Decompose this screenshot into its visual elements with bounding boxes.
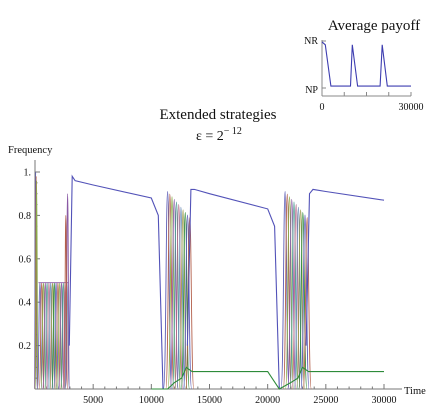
series-line-1 — [186, 188, 280, 390]
bundle-curve-34 — [282, 193, 292, 390]
subtitle-exponent: − 12 — [224, 126, 242, 137]
y-tick-label-3: 0.8 — [19, 211, 32, 222]
bundle-curve-42 — [300, 214, 310, 390]
bundle-curve-2 — [34, 180, 39, 390]
y-tick-label-0: 0.2 — [19, 341, 32, 352]
x-tick-label-20000: 20000 — [255, 395, 280, 406]
inset-ytick-nr: NR — [304, 36, 318, 47]
x-tick-label-30000: 30000 — [372, 395, 397, 406]
inset-title: Average payoff — [328, 18, 420, 34]
subtitle-base: ε = 2 — [196, 129, 224, 144]
x-tick-label-25000: 25000 — [313, 395, 338, 406]
inset-series — [321, 41, 411, 87]
bundle-curve-40 — [296, 209, 306, 390]
x-tick-label-15000: 15000 — [197, 395, 222, 406]
x-tick-label-5000: 5000 — [83, 395, 103, 406]
bundle-curve-35 — [285, 196, 295, 390]
bundle-curve-43 — [302, 217, 312, 390]
bundle-curve-36 — [287, 198, 297, 390]
y-axis-label: Frequency — [8, 145, 53, 156]
bundle-curve-39 — [293, 206, 303, 390]
main-chart: Extended strategies ε = 2− 12 Frequency … — [8, 107, 426, 406]
bundle-curve-24 — [167, 196, 177, 390]
series-line-0 — [68, 174, 164, 390]
main-axes: 5000 10000 15000 20000 25000 30000 0.2 0.4 0.6 0.… — [19, 160, 402, 406]
chart-subtitle: ε = 2− 12 — [196, 126, 242, 144]
x-axis-label: Time — [404, 386, 426, 397]
inset-xtick-0: 0 — [320, 102, 325, 113]
bundle-curve-25 — [169, 198, 179, 390]
y-tick-label-4: 1. — [24, 168, 32, 179]
y-tick-label-2: 0.6 — [19, 254, 32, 265]
inset-series-line-0 — [321, 41, 411, 87]
bundle-curve-0 — [33, 171, 38, 390]
main-series — [68, 174, 385, 390]
bundle-curve-32 — [185, 217, 195, 390]
inset-ticks — [321, 40, 412, 96]
bundle-curve-28 — [176, 206, 186, 390]
bundle-curve-29 — [178, 209, 188, 390]
bundle-curve-20 — [65, 193, 71, 390]
bundle-curve-21 — [63, 214, 69, 390]
oscillation-bundles — [33, 171, 312, 390]
inset-xtick-30000: 30000 — [399, 102, 424, 113]
series-line-2 — [305, 188, 385, 346]
series-line-3 — [151, 366, 384, 390]
bundle-curve-41 — [298, 211, 308, 390]
bundle-curve-31 — [182, 214, 193, 390]
average-payoff-inset: Average payoff NR NP 0 30000 — [304, 18, 423, 113]
y-tick-label-1: 0.4 — [19, 298, 32, 309]
bundle-curve-23 — [165, 193, 175, 390]
chart-title: Extended strategies — [159, 107, 276, 123]
x-tick-label-10000: 10000 — [139, 395, 164, 406]
inset-ytick-np: NP — [305, 85, 318, 96]
